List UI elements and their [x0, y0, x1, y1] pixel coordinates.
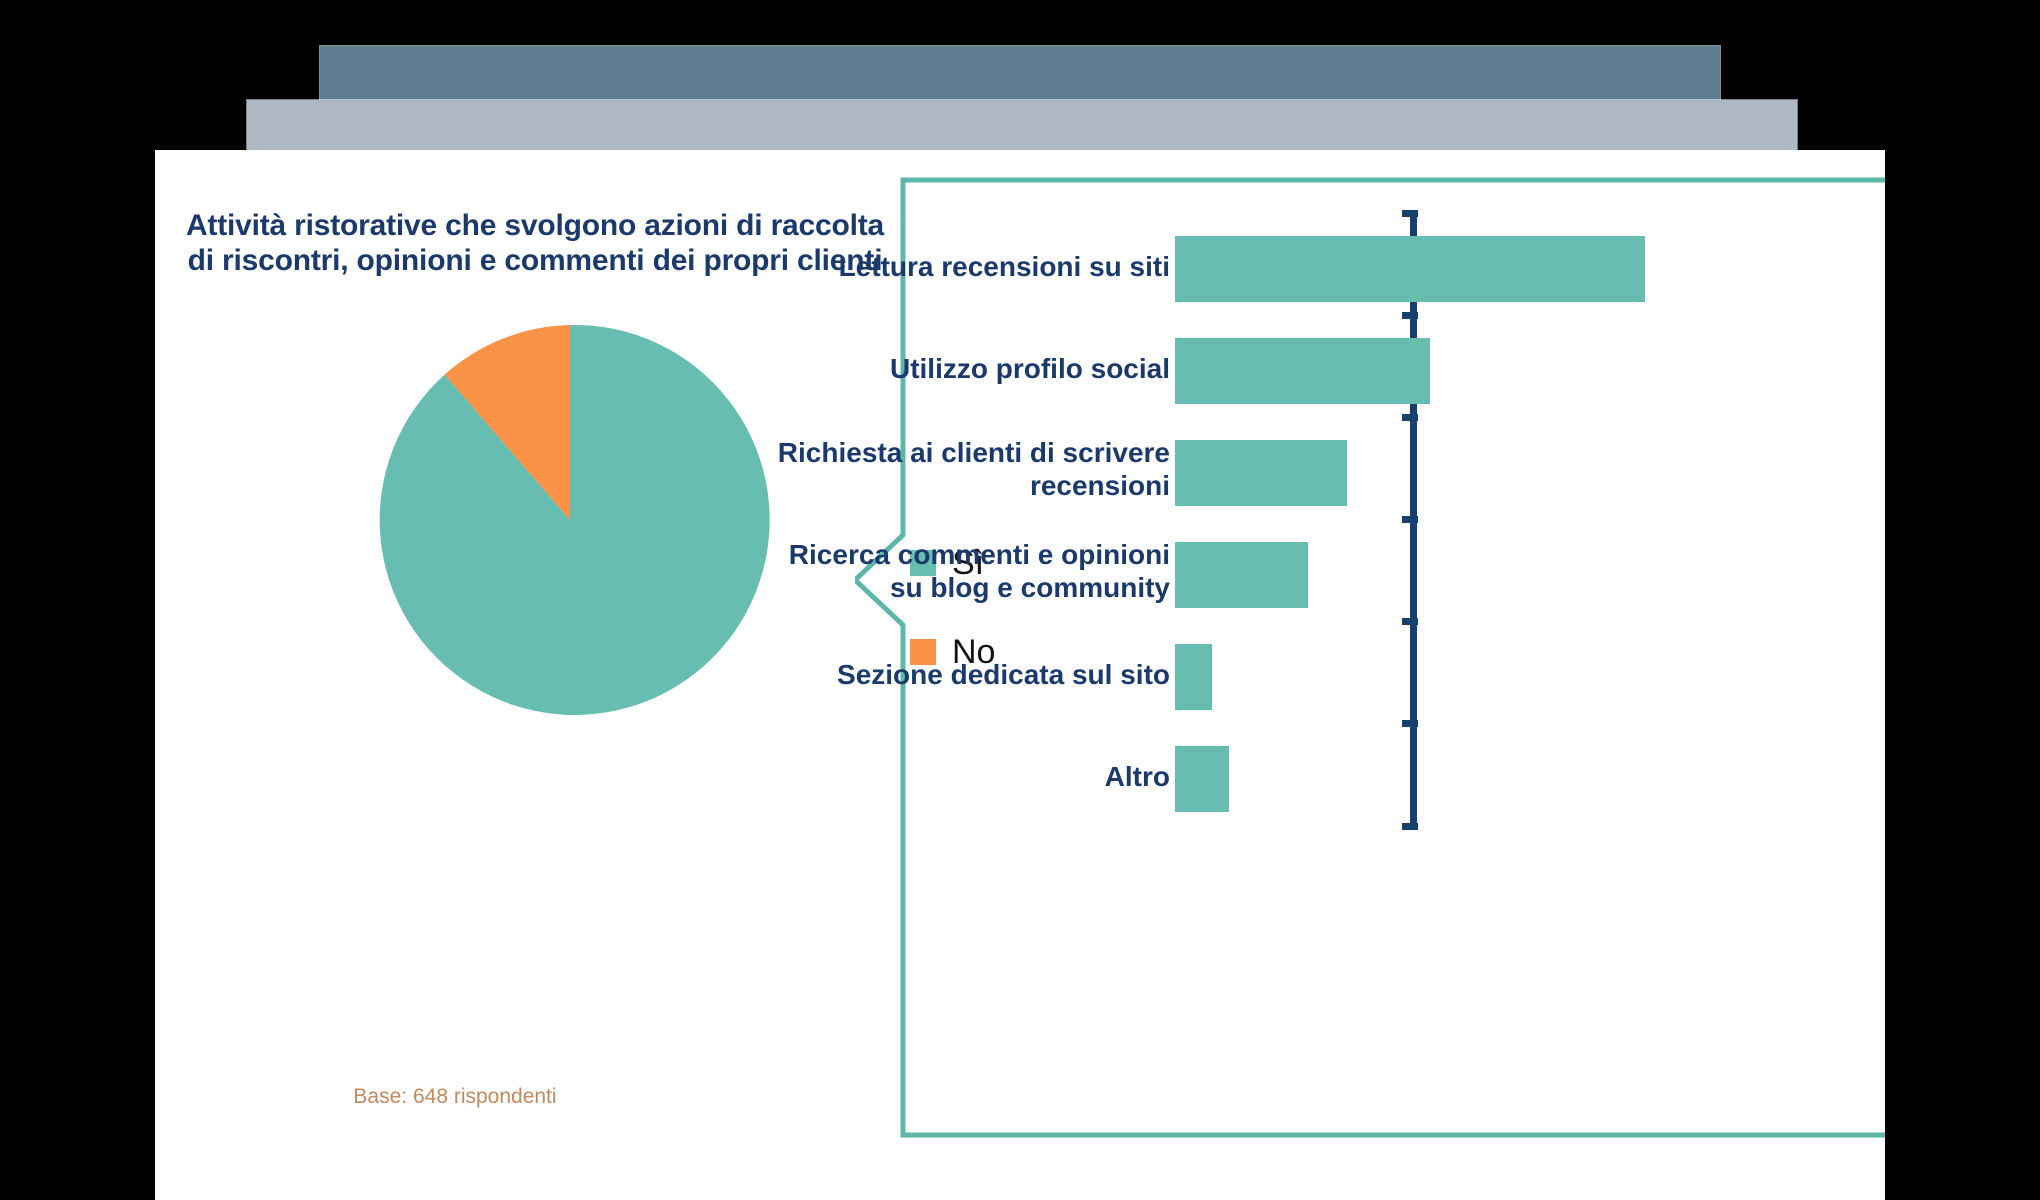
- pie-chart: [370, 320, 770, 720]
- legend-item-si[interactable]: Sì: [910, 546, 1070, 580]
- slide-content-card: Attività ristorative che svolgono azioni…: [155, 150, 1885, 1200]
- axis-tick: [1402, 618, 1418, 625]
- legend-item-no[interactable]: No: [910, 635, 1070, 669]
- legend-swatch-no: [910, 639, 936, 665]
- bar-label: Richiesta ai clienti di scrivere recensi…: [777, 437, 1170, 502]
- bar-label: Altro: [1104, 761, 1170, 792]
- callout-outline: [855, 177, 1885, 1138]
- axis-tick: [1402, 720, 1418, 727]
- legend-label-si: Sì: [952, 544, 985, 582]
- axis-tick: [1402, 210, 1418, 217]
- axis-tick: [1402, 414, 1418, 421]
- bar-label: Sezione dedicata sul sito: [837, 659, 1170, 690]
- pie-chart-block: Attività ristorative che svolgono azioni…: [155, 150, 996, 1200]
- bar-rect[interactable]: [1175, 440, 1347, 506]
- bar-label: Ricerca commenti e opinioni su blog e co…: [788, 539, 1170, 604]
- bar-rect[interactable]: [1175, 236, 1645, 302]
- pie-legend: Sì No: [910, 546, 1070, 724]
- legend-swatch-si: [910, 550, 936, 576]
- pie-slice-no: [444, 325, 570, 520]
- bar-label: Lettura recensioni su siti: [838, 251, 1170, 282]
- bar-rect[interactable]: [1175, 644, 1212, 710]
- axis-tick: [1402, 516, 1418, 523]
- bar-chart: Lettura recensioni su siti Utilizzo prof…: [155, 150, 1885, 1200]
- base-note: Base: 648 rispondenti: [353, 1085, 557, 1108]
- bar-rect[interactable]: [1175, 542, 1308, 608]
- axis-tick: [1402, 823, 1418, 830]
- bar-label: Utilizzo profilo social: [889, 353, 1170, 384]
- bar-rect[interactable]: [1175, 338, 1430, 404]
- callout-polygon: [855, 177, 1885, 1138]
- pie-slice-si: [379, 324, 770, 715]
- legend-label-no: No: [952, 633, 996, 671]
- axis-tick: [1402, 312, 1418, 319]
- bar-rect[interactable]: [1175, 746, 1229, 812]
- pie-chart-title: Attività ristorative che svolgono azioni…: [185, 209, 885, 278]
